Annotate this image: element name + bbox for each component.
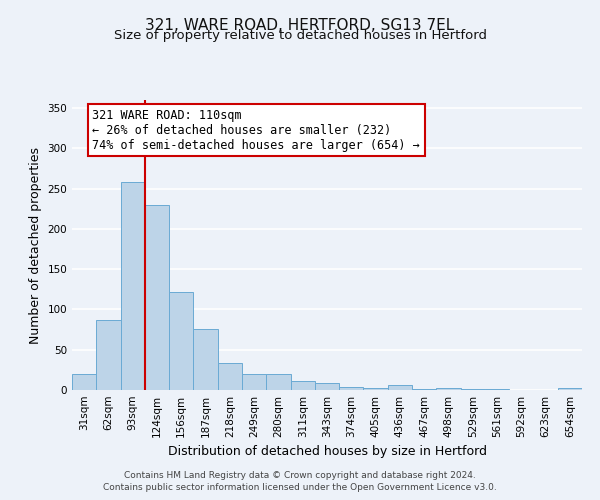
X-axis label: Distribution of detached houses by size in Hertford: Distribution of detached houses by size … — [167, 446, 487, 458]
Bar — [436, 388, 461, 390]
Text: Size of property relative to detached houses in Hertford: Size of property relative to detached ho… — [113, 29, 487, 42]
Bar — [145, 204, 169, 390]
Bar — [121, 182, 145, 390]
Bar — [315, 383, 339, 390]
Bar — [169, 292, 193, 390]
Bar — [266, 374, 290, 390]
Bar — [412, 389, 436, 390]
Bar — [339, 387, 364, 390]
Bar — [388, 385, 412, 390]
Text: 321, WARE ROAD, HERTFORD, SG13 7EL: 321, WARE ROAD, HERTFORD, SG13 7EL — [145, 18, 455, 32]
Text: 321 WARE ROAD: 110sqm
← 26% of detached houses are smaller (232)
74% of semi-det: 321 WARE ROAD: 110sqm ← 26% of detached … — [92, 108, 420, 152]
Text: Contains HM Land Registry data © Crown copyright and database right 2024.
Contai: Contains HM Land Registry data © Crown c… — [103, 471, 497, 492]
Bar — [461, 389, 485, 390]
Bar — [218, 362, 242, 390]
Bar — [72, 374, 96, 390]
Bar — [290, 381, 315, 390]
Bar — [96, 320, 121, 390]
Bar — [558, 388, 582, 390]
Bar — [485, 389, 509, 390]
Y-axis label: Number of detached properties: Number of detached properties — [29, 146, 42, 344]
Bar — [193, 329, 218, 390]
Bar — [242, 374, 266, 390]
Bar — [364, 388, 388, 390]
